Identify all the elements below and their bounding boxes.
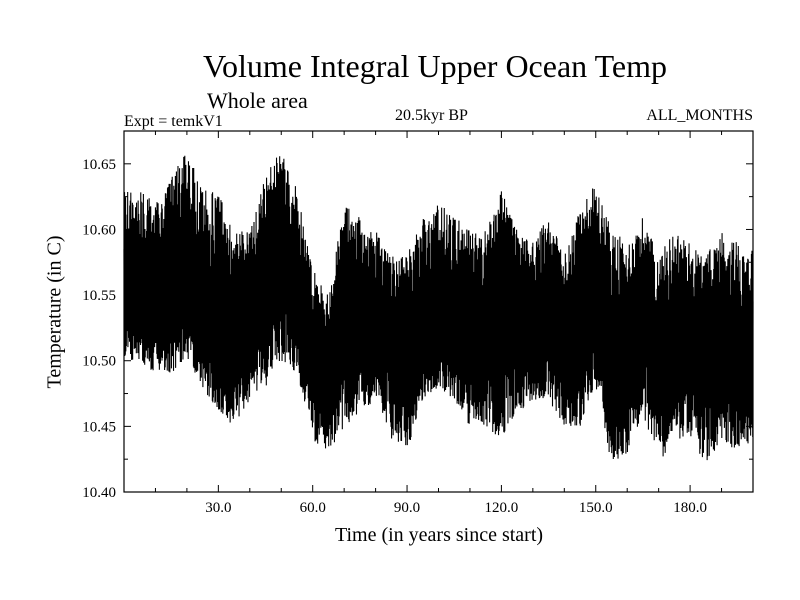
x-axis-label: Time (in years since start)	[334, 524, 544, 546]
data-layer	[123, 155, 754, 461]
x-tick-label: 60.0	[300, 500, 326, 516]
y-tick-label: 10.40	[82, 485, 116, 501]
chart-title: Volume Integral Upper Ocean Temp	[203, 48, 667, 84]
y-tick-label: 10.55	[82, 288, 116, 304]
x-tick-label: 180.0	[673, 500, 707, 516]
y-tick-label: 10.50	[82, 354, 116, 370]
temperature-series-line	[123, 155, 754, 461]
y-tick-label: 10.65	[82, 157, 116, 173]
period-label: 20.5kyr BP	[395, 107, 468, 124]
x-tick-label: 90.0	[394, 500, 420, 516]
y-tick-label: 10.60	[82, 222, 116, 238]
x-tick-label: 30.0	[205, 500, 231, 516]
y-axis-label: Temperature (in C)	[43, 235, 66, 389]
x-tick-label: 120.0	[485, 500, 519, 516]
x-tick-label: 150.0	[579, 500, 613, 516]
experiment-label: Expt = temkV1	[124, 113, 223, 130]
y-axis: 10.40 10.45 10.50 10.55 10.60 10.65	[82, 157, 753, 501]
y-tick-label: 10.45	[82, 419, 116, 435]
chart-subtitle: Whole area	[207, 88, 308, 113]
x-axis: 30.0 60.0 90.0 120.0 150.0 180.0	[154, 131, 723, 516]
months-label: ALL_MONTHS	[646, 107, 753, 124]
